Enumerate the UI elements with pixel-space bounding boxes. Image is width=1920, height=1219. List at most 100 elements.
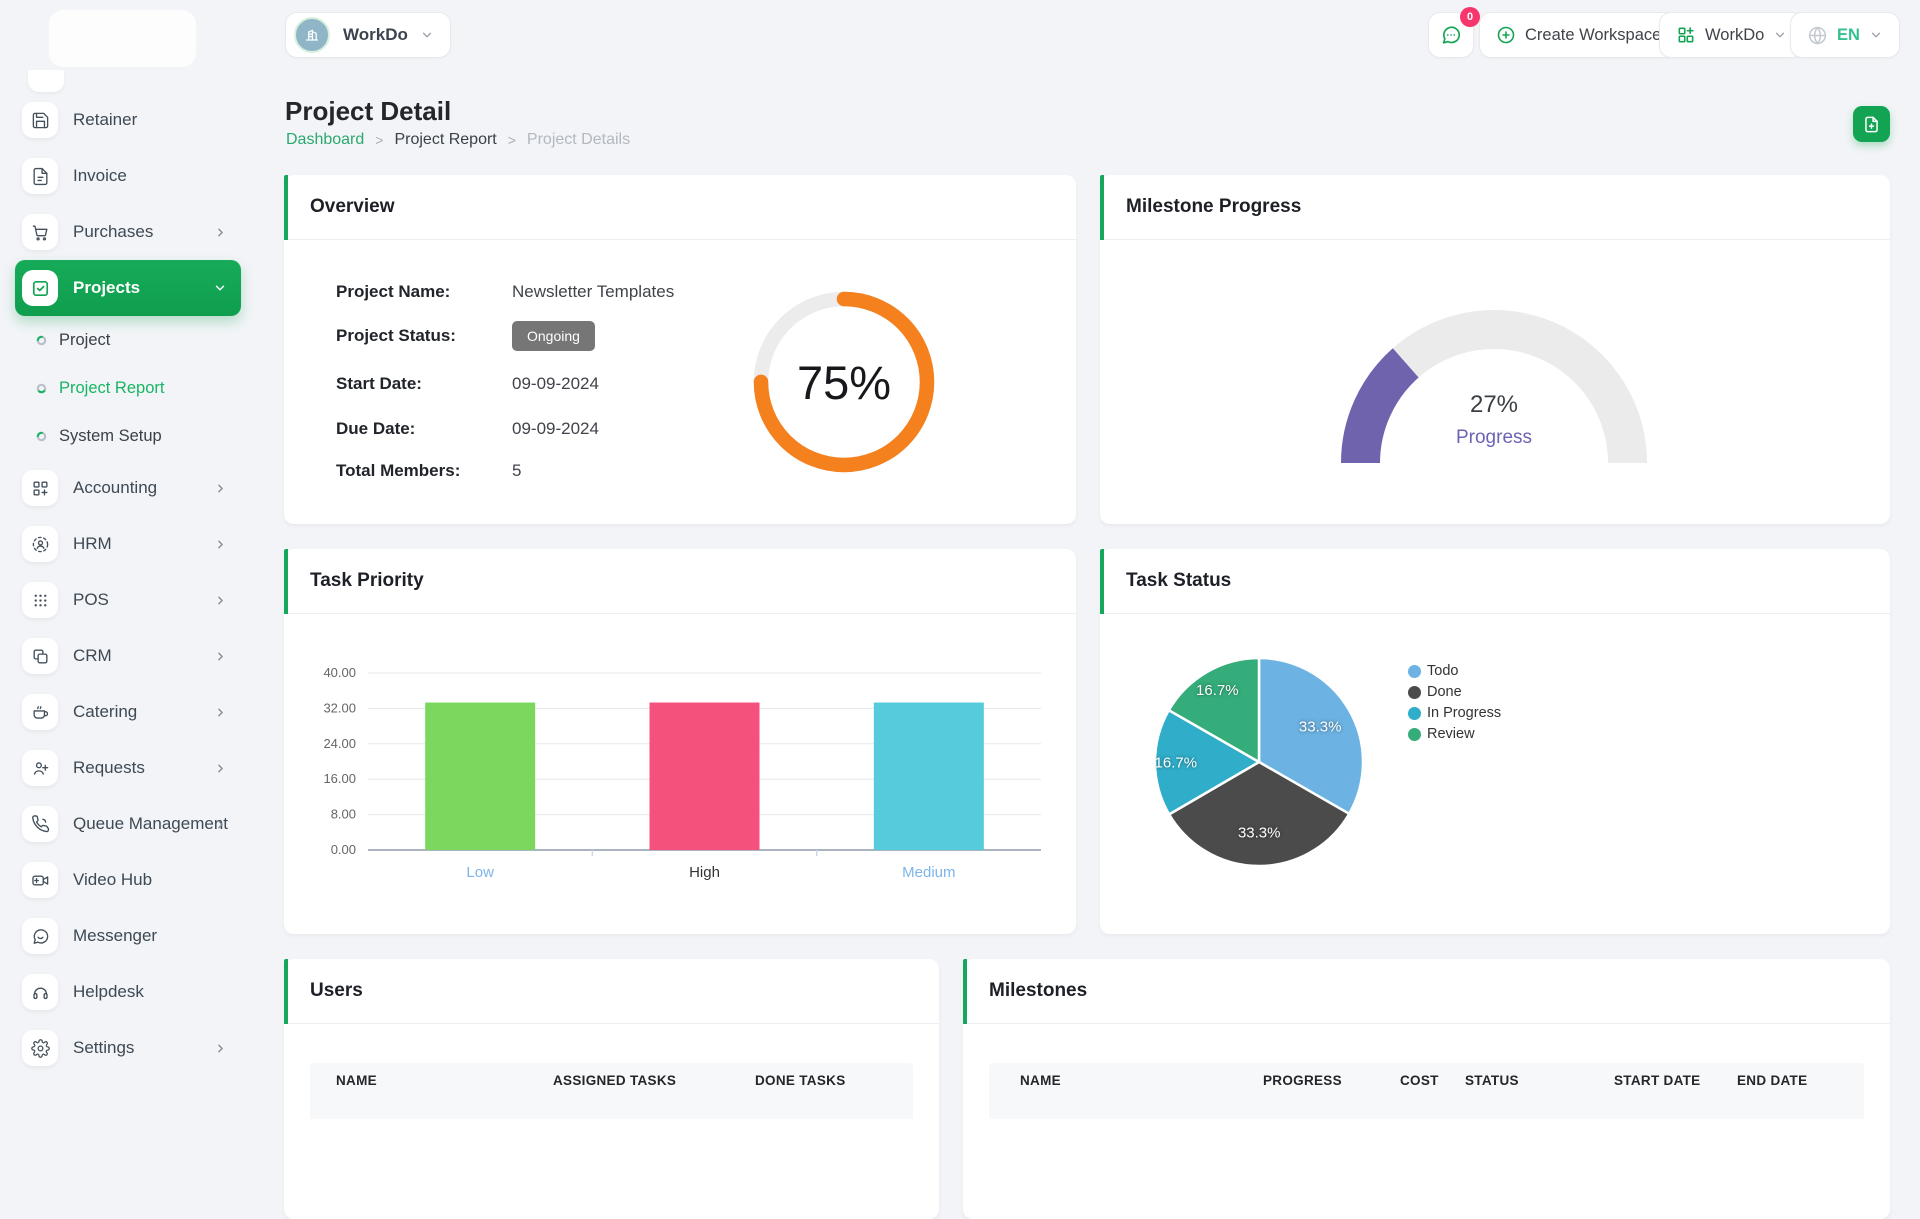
milestones-table-header: NAME PROGRESS COST STATUS START DATE END…	[989, 1063, 1864, 1119]
sidebar-subitem-label: Project Report	[59, 378, 165, 397]
sidebar-nav: Retainer Invoice Purchases Projects	[0, 92, 245, 1076]
grid-plus-icon	[22, 470, 58, 506]
sidebar-item-projects[interactable]: Projects	[15, 260, 241, 316]
svg-text:33.3%: 33.3%	[1299, 719, 1342, 736]
sidebar-item-settings[interactable]: Settings	[15, 1020, 241, 1076]
column-header-assigned-tasks: ASSIGNED TASKS	[553, 1073, 677, 1088]
sidebar: Retainer Invoice Purchases Projects	[0, 0, 245, 1080]
card-title: Milestone Progress	[1126, 196, 1302, 217]
pie-legend: Todo Done In Progress Review	[1408, 663, 1501, 742]
overview-field-row: Due Date: 09-09-2024	[336, 414, 599, 444]
create-workspace-label: Create Workspace	[1525, 25, 1662, 44]
sidebar-item-accounting[interactable]: Accounting	[15, 460, 241, 516]
sidebar-item-label: Settings	[73, 1038, 135, 1057]
messages-button[interactable]: 0	[1428, 7, 1480, 58]
sidebar-item-label: CRM	[73, 646, 112, 665]
chevron-right-icon	[214, 650, 227, 663]
sidebar-item-hrm[interactable]: HRM	[15, 516, 241, 572]
retainer-icon	[22, 102, 58, 138]
task-status-pie-chart[interactable]: 33.3% 33.3% 16.7% 16.7%	[1144, 647, 1374, 877]
sidebar-item-messenger[interactable]: Messenger	[15, 908, 241, 964]
chevron-right-icon	[214, 226, 227, 239]
user-plus-icon	[22, 750, 58, 786]
overview-card: Overview Project Name: Newsletter Templa…	[284, 175, 1076, 524]
sidebar-item-queue-management[interactable]: Queue Management	[15, 796, 241, 852]
cart-icon	[22, 214, 58, 250]
sidebar-item-pos[interactable]: POS	[15, 572, 241, 628]
breadcrumb-separator: >	[507, 132, 516, 148]
legend-dot	[1408, 727, 1421, 741]
sidebar-subitem-project-report[interactable]: Project Report	[15, 364, 241, 412]
chevron-right-icon	[214, 594, 227, 607]
completion-percent-label: 75%	[796, 355, 892, 409]
users-card: Users NAME ASSIGNED TASKS DONE TASKS	[284, 959, 939, 1219]
svg-text:16.7%: 16.7%	[1155, 754, 1198, 771]
sidebar-item-video-hub[interactable]: Video Hub	[15, 852, 241, 908]
sidebar-item-requests[interactable]: Requests	[15, 740, 241, 796]
chevron-right-icon	[214, 762, 227, 775]
svg-text:24.00: 24.00	[323, 736, 356, 751]
app-switcher-label: WorkDo	[1705, 25, 1765, 44]
legend-label: Todo	[1427, 663, 1459, 679]
milestone-progress-gauge: 27% Progress	[1324, 293, 1664, 465]
notification-badge: 0	[1460, 7, 1480, 27]
bullet-ring-icon	[36, 335, 47, 345]
field-label: Project Status:	[336, 326, 456, 345]
card-title: Task Status	[1126, 570, 1232, 591]
legend-item-review[interactable]: Review	[1408, 726, 1501, 742]
user-dashed-circle-icon	[22, 526, 58, 562]
app-switcher-button[interactable]: WorkDo	[1659, 12, 1805, 58]
grid-plus-icon	[1678, 27, 1694, 43]
chevron-down-icon	[422, 32, 432, 38]
breadcrumb-dashboard-link[interactable]: Dashboard	[286, 131, 365, 148]
sidebar-item-invoice[interactable]: Invoice	[15, 148, 241, 204]
completion-donut-chart: 75%	[744, 282, 944, 482]
sidebar-item-helpdesk[interactable]: Helpdesk	[15, 964, 241, 1020]
users-table-header: NAME ASSIGNED TASKS DONE TASKS	[310, 1063, 913, 1119]
overview-field-row: Start Date: 09-09-2024	[336, 369, 599, 399]
sidebar-subitem-project[interactable]: Project	[15, 316, 241, 364]
create-workspace-button[interactable]: Create Workspace	[1479, 12, 1679, 58]
sidebar-item-label: Helpdesk	[73, 982, 144, 1001]
sidebar-subitem-system-setup[interactable]: System Setup	[15, 412, 241, 460]
legend-item-done[interactable]: Done	[1408, 684, 1501, 700]
column-header-progress: PROGRESS	[1263, 1073, 1342, 1088]
workspace-selector[interactable]: WorkDo	[285, 12, 451, 58]
language-selector[interactable]: EN	[1790, 12, 1900, 58]
column-header-name: NAME	[336, 1073, 377, 1088]
overview-field-row: Project Name: Newsletter Templates	[336, 277, 674, 307]
task-priority-card: Task Priority 0.00 8.00 16.00 24.00 32.00 40.…	[284, 549, 1076, 934]
sidebar-item-purchases[interactable]: Purchases	[15, 204, 241, 260]
task-priority-chart[interactable]: 0.00 8.00 16.00 24.00 32.00 40.00 Low High Mediu…	[284, 614, 1076, 934]
svg-text:Medium: Medium	[902, 864, 955, 881]
chevron-right-icon	[214, 538, 227, 551]
check-square-icon	[22, 270, 58, 306]
svg-text:16.7%: 16.7%	[1196, 682, 1239, 699]
field-value: 09-09-2024	[512, 374, 599, 393]
phone-call-icon	[22, 806, 58, 842]
sidebar-item-retainer[interactable]: Retainer	[15, 92, 241, 148]
sidebar-subitem-label: System Setup	[59, 426, 162, 445]
svg-text:32.00: 32.00	[323, 700, 356, 715]
file-export-icon	[1865, 116, 1878, 132]
sidebar-item-label: Projects	[73, 278, 141, 297]
svg-text:High: High	[689, 864, 720, 881]
bullet-ring-icon	[36, 383, 47, 393]
chevron-right-icon	[214, 1042, 227, 1055]
card-title: Users	[310, 980, 363, 1001]
column-header-status: STATUS	[1465, 1073, 1519, 1088]
sidebar-item-crm[interactable]: CRM	[15, 628, 241, 684]
globe-icon	[1808, 26, 1827, 44]
workspace-name: WorkDo	[343, 25, 408, 44]
chevron-down-icon	[1871, 32, 1881, 38]
breadcrumb-project-report-link[interactable]: Project Report	[394, 131, 497, 148]
field-value: 09-09-2024	[512, 419, 599, 438]
legend-dot	[1408, 664, 1421, 678]
milestone-progress-card: Milestone Progress 27% Progress	[1100, 175, 1890, 524]
legend-item-in-progress[interactable]: In Progress	[1408, 705, 1501, 721]
legend-item-todo[interactable]: Todo	[1408, 663, 1501, 679]
sidebar-item-label: Requests	[73, 758, 145, 777]
gauge-percent-label: 27%	[1469, 391, 1519, 418]
sidebar-item-catering[interactable]: Catering	[15, 684, 241, 740]
export-button[interactable]	[1853, 106, 1890, 142]
